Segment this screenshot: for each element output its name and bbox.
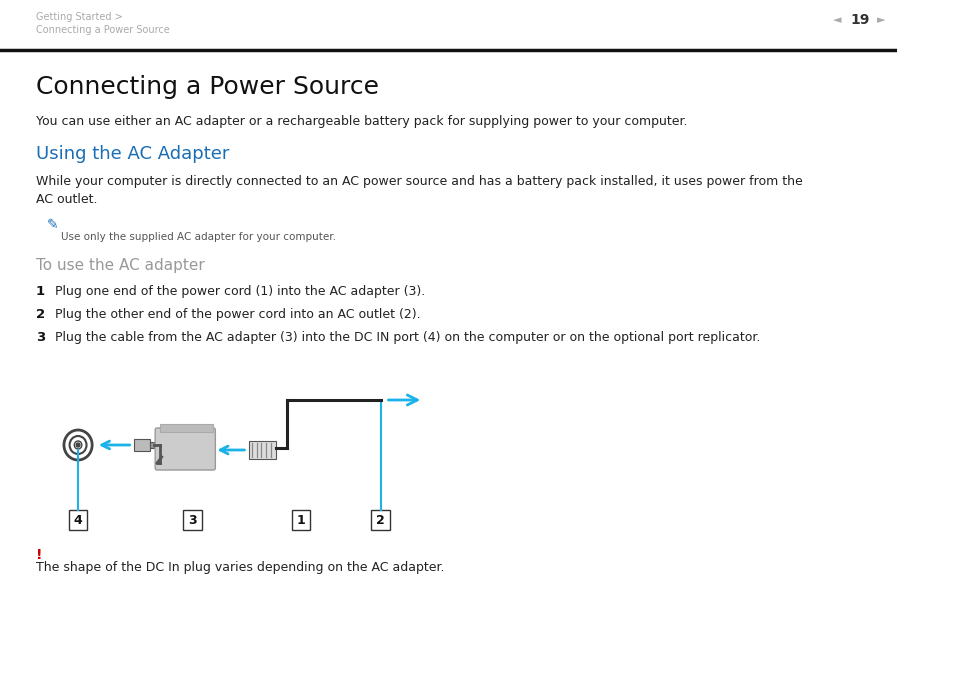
Text: ►: ► [877, 15, 885, 25]
FancyBboxPatch shape [160, 424, 213, 432]
Text: While your computer is directly connected to an AC power source and has a batter: While your computer is directly connecte… [35, 175, 801, 206]
FancyBboxPatch shape [134, 439, 150, 451]
Text: You can use either an AC adapter or a rechargeable battery pack for supplying po: You can use either an AC adapter or a re… [35, 115, 686, 128]
Text: Plug one end of the power cord (1) into the AC adapter (3).: Plug one end of the power cord (1) into … [54, 285, 424, 298]
FancyBboxPatch shape [371, 510, 390, 530]
FancyBboxPatch shape [249, 441, 275, 459]
Text: 4: 4 [73, 514, 82, 526]
Circle shape [76, 443, 80, 447]
FancyBboxPatch shape [155, 428, 215, 470]
FancyBboxPatch shape [69, 510, 88, 530]
Text: Plug the cable from the AC adapter (3) into the DC IN port (4) on the computer o: Plug the cable from the AC adapter (3) i… [54, 331, 760, 344]
Text: Getting Started >: Getting Started > [35, 12, 122, 22]
Text: !: ! [35, 548, 42, 562]
FancyBboxPatch shape [292, 510, 310, 530]
Text: 3: 3 [35, 331, 45, 344]
Text: ◄: ◄ [832, 15, 841, 25]
Text: 2: 2 [35, 308, 45, 321]
Text: Use only the supplied AC adapter for your computer.: Use only the supplied AC adapter for you… [61, 232, 335, 242]
Text: Plug the other end of the power cord into an AC outlet (2).: Plug the other end of the power cord int… [54, 308, 419, 321]
FancyBboxPatch shape [150, 442, 154, 448]
FancyBboxPatch shape [183, 510, 202, 530]
Text: 2: 2 [376, 514, 385, 526]
Text: 19: 19 [850, 13, 869, 27]
Text: 1: 1 [296, 514, 305, 526]
Text: The shape of the DC In plug varies depending on the AC adapter.: The shape of the DC In plug varies depen… [35, 561, 444, 574]
Text: To use the AC adapter: To use the AC adapter [35, 258, 204, 273]
Text: Connecting a Power Source: Connecting a Power Source [35, 75, 378, 99]
Text: ✎: ✎ [47, 218, 58, 232]
Text: Connecting a Power Source: Connecting a Power Source [35, 25, 170, 35]
Text: Using the AC Adapter: Using the AC Adapter [35, 145, 229, 163]
Text: 1: 1 [35, 285, 45, 298]
Text: 3: 3 [189, 514, 197, 526]
